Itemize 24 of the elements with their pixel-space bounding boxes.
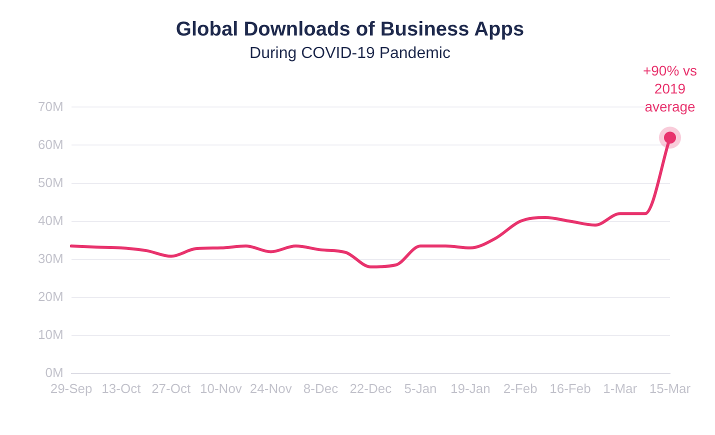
chart-title: Global Downloads of Business Apps <box>176 18 524 41</box>
x-tick-label: 19-Jan <box>450 380 490 396</box>
y-tick-label: 40M <box>38 212 64 228</box>
y-tick-label: 20M <box>38 288 64 304</box>
x-tick-label: 29-Sep <box>50 380 92 396</box>
y-tick-label: 70M <box>38 98 64 114</box>
x-tick-label: 27-Oct <box>152 380 191 396</box>
x-tick-label: 15-Mar <box>649 380 692 396</box>
y-tick-label: 30M <box>38 250 64 266</box>
annotation: +90% vs 2019 average <box>642 62 698 115</box>
x-tick-label: 2-Feb <box>503 380 538 396</box>
y-tick-label: 50M <box>38 174 64 190</box>
y-tick-label: 10M <box>38 326 64 342</box>
y-tick-label: 60M <box>38 136 64 152</box>
x-tick-label: 5-Jan <box>404 380 437 396</box>
x-tick-label: 10-Nov <box>200 380 242 396</box>
x-tick-label: 13-Oct <box>102 380 142 396</box>
x-tick-label: 24-Nov <box>250 380 292 396</box>
x-tick-label: 16-Feb <box>550 380 591 396</box>
x-tick-label: 22-Dec <box>350 380 392 396</box>
y-tick-label: 0M <box>45 364 64 380</box>
x-tick-label: 1-Mar <box>603 380 638 396</box>
chart-subtitle: During COVID-19 Pandemic <box>250 45 450 62</box>
x-tick-label: 8-Dec <box>303 380 339 396</box>
